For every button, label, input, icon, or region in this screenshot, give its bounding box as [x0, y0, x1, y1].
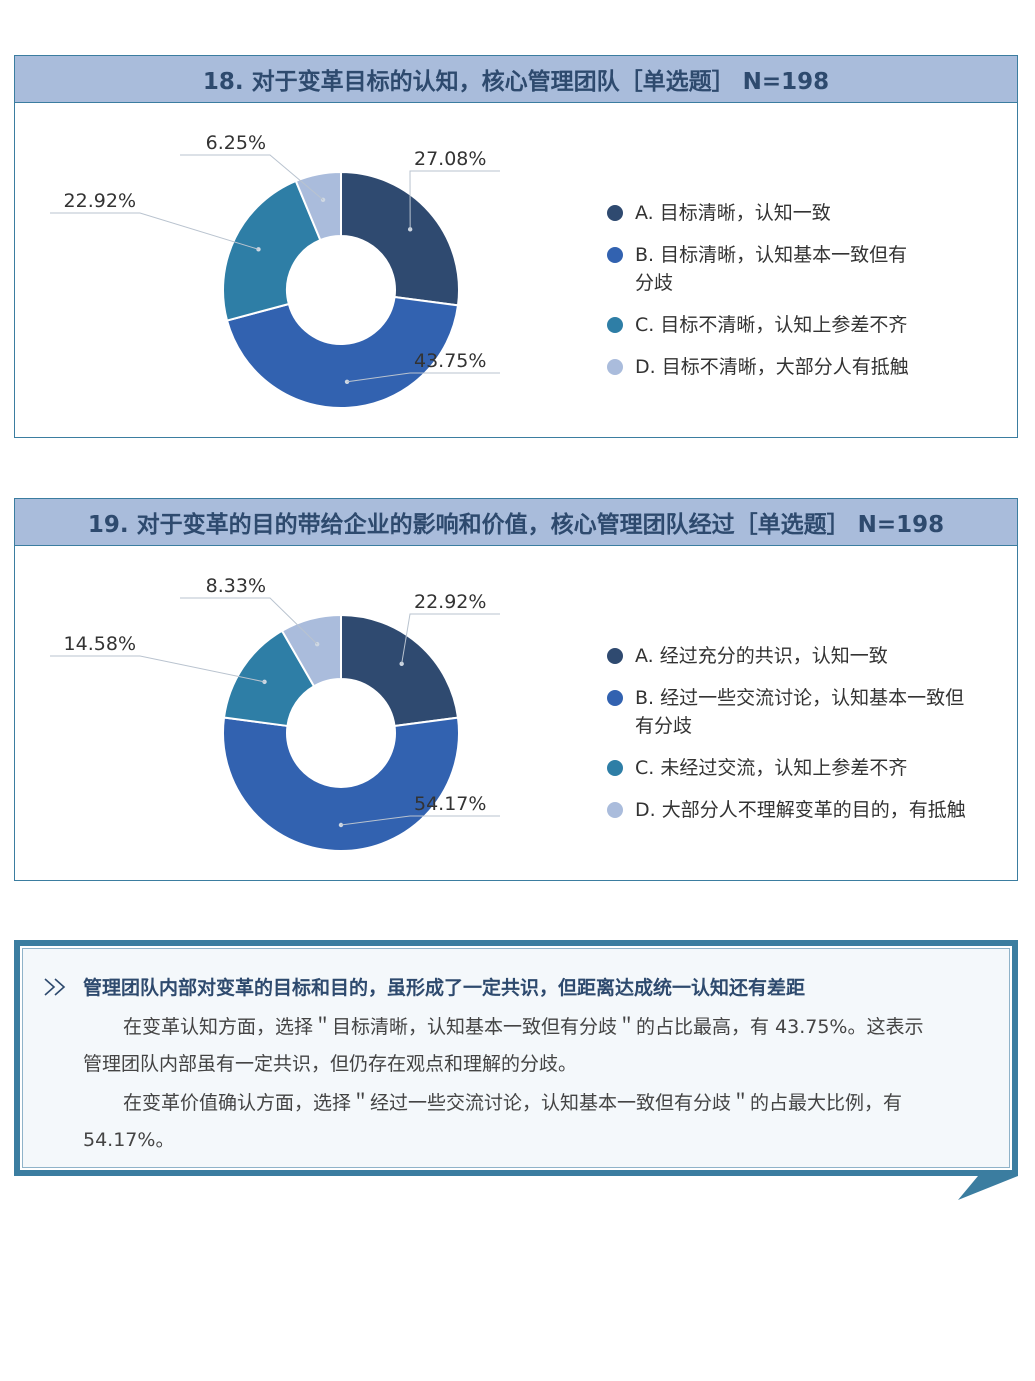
chart-title: 18. 对于变革目标的认知，核心管理团队［单选题］ N=198 — [15, 56, 1017, 103]
legend-swatch — [607, 760, 623, 776]
data-label: 14.58% — [64, 633, 136, 655]
leader-dot — [262, 679, 267, 685]
legend-label: D. 大部分人不理解变革的目的，有抵触 — [635, 799, 966, 821]
donut-slice-a — [340, 613, 460, 728]
donut-slice-b — [222, 716, 460, 852]
leader-line — [50, 655, 265, 683]
legend-label: C. 目标不清晰，认知上参差不齐 — [635, 314, 908, 336]
legend-swatch — [607, 802, 623, 818]
data-label: 43.75% — [414, 350, 486, 372]
leader-line — [50, 212, 259, 250]
paragraph-line: 54.17%。 — [83, 1129, 175, 1151]
legend-label: B. 目标清晰，认知基本一致但有 — [635, 244, 908, 266]
legend-label: A. 经过充分的共识，认知一致 — [635, 645, 888, 667]
legend-swatch — [607, 247, 623, 263]
leader-dot — [338, 822, 344, 828]
conclusion-paragraph-2: 在变革价值确认方面，选择＂经过一些交流讨论，认知基本一致但有分歧＂的占最大比例，… — [83, 1085, 1003, 1159]
double-chevron-right-icon — [44, 978, 66, 996]
donut-slice-d — [294, 170, 342, 242]
donut-chart: 27.08% 43.75% 22.92% 6.25% — [50, 132, 500, 409]
corner-decoration — [958, 1176, 1018, 1200]
legend-label: A. 目标清晰，认知一致 — [635, 202, 831, 224]
donut-slice-c — [222, 179, 322, 322]
data-label: 22.92% — [64, 190, 136, 212]
leader-line — [180, 597, 318, 645]
legend-item-c: C. 目标不清晰，认知上参差不齐 — [605, 311, 1015, 339]
paragraph-line: 在变革认知方面，选择＂目标清晰，认知基本一致但有分歧＂的占比最高，有 43.75… — [123, 1016, 924, 1038]
donut-slice-b — [225, 295, 460, 409]
donut-slice-a — [340, 170, 460, 307]
legend: A. 经过充分的共识，认知一致 B. 经过一些交流讨论，认知基本一致但 有分歧 C… — [605, 642, 1015, 838]
paragraph-line: 在变革价值确认方面，选择＂经过一些交流讨论，认知基本一致但有分歧＂的占最大比例，… — [123, 1092, 903, 1114]
legend-swatch — [607, 359, 623, 375]
legend-item-a: A. 经过充分的共识，认知一致 — [605, 642, 1015, 670]
leader-line — [409, 170, 500, 230]
legend-item-a: A. 目标清晰，认知一致 — [605, 199, 1015, 227]
leader-dot — [399, 661, 404, 667]
legend-swatch — [607, 317, 623, 333]
legend-item-b: B. 目标清晰，认知基本一致但有 分歧 — [605, 241, 1015, 297]
legend-label: D. 目标不清晰，大部分人有抵触 — [635, 356, 909, 378]
leader-dot — [256, 247, 261, 252]
chart-title: 19. 对于变革的目的带给企业的影响和价值，核心管理团队经过［单选题］ N=19… — [15, 499, 1017, 546]
chart-panel-19: 19. 对于变革的目的带给企业的影响和价值，核心管理团队经过［单选题］ N=19… — [14, 498, 1018, 881]
data-label: 8.33% — [206, 575, 266, 597]
legend-swatch — [607, 205, 623, 221]
conclusion-box: 管理团队内部对变革的目标和目的，虽形成了一定共识，但距离达成统一认知还有差距 在… — [14, 940, 1018, 1176]
paragraph-line: 管理团队内部虽有一定共识，但仍存在观点和理解的分歧。 — [83, 1053, 578, 1075]
donut-slice-d — [280, 613, 342, 688]
legend-label-line2: 分歧 — [635, 272, 674, 294]
legend-label: C. 未经过交流，认知上参差不齐 — [635, 757, 908, 779]
data-label: 22.92% — [414, 591, 486, 613]
legend-item-d: D. 大部分人不理解变革的目的，有抵触 — [605, 796, 1015, 824]
legend-item-b: B. 经过一些交流讨论，认知基本一致但 有分歧 — [605, 684, 1015, 740]
donut-chart: 22.92% 54.17% 14.58% 8.33% — [50, 575, 500, 852]
legend-swatch — [607, 648, 623, 664]
legend-item-d: D. 目标不清晰，大部分人有抵触 — [605, 353, 1015, 381]
data-label: 54.17% — [414, 793, 486, 815]
data-label: 27.08% — [414, 148, 486, 170]
legend-label-line2: 有分歧 — [635, 715, 693, 737]
leader-line — [401, 613, 500, 664]
leader-line — [340, 815, 500, 826]
conclusion-heading: 管理团队内部对变革的目标和目的，虽形成了一定共识，但距离达成统一认知还有差距 — [83, 977, 806, 999]
conclusion-paragraph-1: 在变革认知方面，选择＂目标清晰，认知基本一致但有分歧＂的占比最高，有 43.75… — [83, 1009, 1003, 1083]
conclusion-inner: 管理团队内部对变革的目标和目的，虽形成了一定共识，但距离达成统一认知还有差距 在… — [22, 948, 1010, 1168]
legend-item-c: C. 未经过交流，认知上参差不齐 — [605, 754, 1015, 782]
data-label: 6.25% — [206, 132, 266, 154]
legend-swatch — [607, 690, 623, 706]
leader-line — [180, 154, 324, 201]
chart-panel-18: 18. 对于变革目标的认知，核心管理团队［单选题］ N=198 27.08% 43… — [14, 55, 1018, 438]
legend: A. 目标清晰，认知一致 B. 目标清晰，认知基本一致但有 分歧 C. 目标不清晰… — [605, 199, 1015, 395]
legend-label: B. 经过一些交流讨论，认知基本一致但 — [635, 687, 965, 709]
leader-line — [346, 372, 500, 383]
leader-dot — [407, 227, 413, 232]
